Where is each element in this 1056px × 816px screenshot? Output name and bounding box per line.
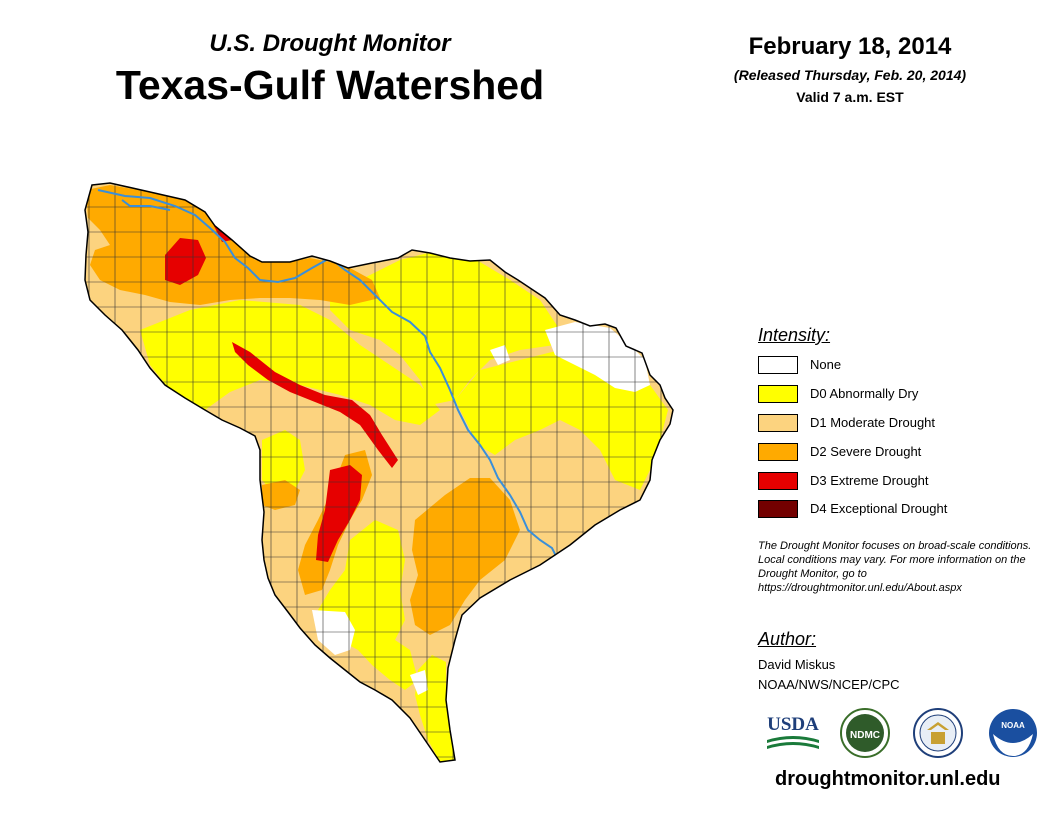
legend-swatch-d0: [758, 385, 798, 403]
d3-area-panhandle: [165, 238, 206, 285]
d0-area-coast: [415, 655, 455, 762]
legend-label: D3 Extreme Drought: [810, 473, 929, 488]
d3-area-band: [232, 342, 398, 468]
legend-swatch-d4: [758, 500, 798, 518]
map-title: Texas-Gulf Watershed: [115, 62, 545, 108]
release-date: (Released Thursday, Feb. 20, 2014): [733, 67, 967, 83]
legend-label: D0 Abnormally Dry: [810, 386, 919, 401]
d2-area-westedge: [262, 480, 300, 510]
d2-area-southeast: [410, 478, 520, 635]
legend-title: Intensity:: [758, 325, 831, 345]
usda-logo: USDA: [767, 714, 819, 749]
none-area-coast: [410, 670, 428, 695]
d0-area-central: [140, 300, 440, 425]
d0-area-north: [330, 250, 560, 405]
author-org: NOAA/NWS/NCEP/CPC: [758, 677, 900, 692]
website-link[interactable]: droughtmonitor.unl.edu: [775, 768, 1001, 790]
disclaimer-note: The Drought Monitor focuses on broad-sca…: [758, 540, 1032, 594]
legend-swatch-none: [758, 356, 798, 374]
d0-area-south: [318, 520, 418, 690]
doc-seal-logo: [913, 708, 963, 758]
d2-area-northwest: [86, 185, 380, 305]
legend-swatch-d3: [758, 472, 798, 490]
legend-swatch-d1: [758, 414, 798, 432]
d0-area-west: [262, 430, 305, 495]
legend-label: D1 Moderate Drought: [810, 415, 936, 430]
legend-label: None: [810, 357, 842, 372]
red-river: [97, 189, 559, 561]
ndmc-logo: NDMC: [840, 708, 890, 758]
d3-area-south: [316, 465, 362, 562]
map-subtitle: U.S. Drought Monitor: [209, 30, 451, 57]
legend-label: D4 Exceptional Drought: [810, 501, 948, 516]
ndmc-logo-text: NDMC: [850, 730, 880, 741]
tributary: [121, 199, 171, 211]
legend-swatch-d2: [758, 443, 798, 461]
noaa-logo: NOAA: [989, 709, 1037, 757]
legend-label: D2 Severe Drought: [810, 444, 922, 459]
rivers: [97, 189, 559, 561]
usda-logo-text: USDA: [767, 714, 819, 735]
valid-time: Valid 7 a.m. EST: [796, 89, 904, 105]
noaa-logo-text: NOAA: [1001, 721, 1025, 730]
map-date: February 18, 2014: [748, 33, 952, 60]
author-heading: Author:: [758, 629, 817, 649]
author-name: David Miskus: [758, 657, 836, 672]
